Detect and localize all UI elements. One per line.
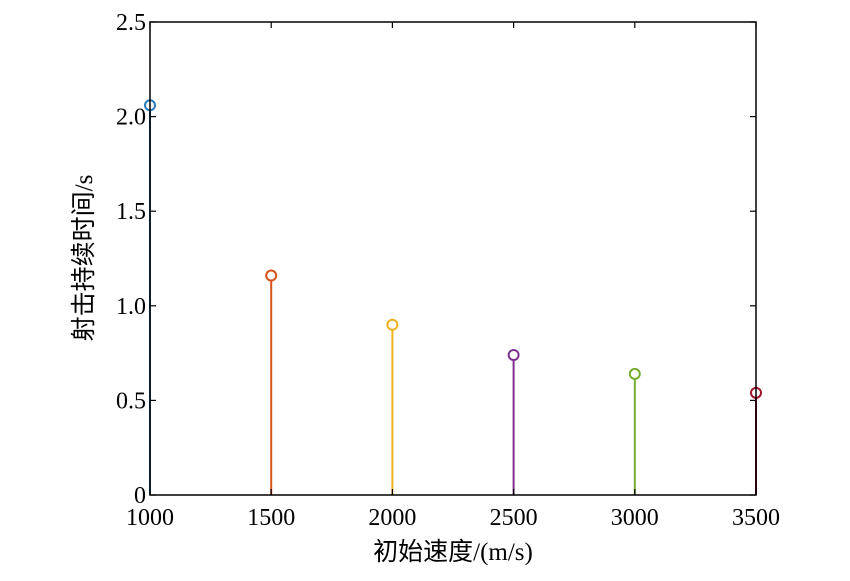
- stem-point: [628, 367, 641, 495]
- x-tick-label: 1500: [247, 505, 295, 531]
- y-tick-label: 0: [134, 483, 146, 509]
- stem-marker: [386, 318, 399, 331]
- y-axis-title: 射击持续时间/s: [70, 175, 98, 342]
- y-axis: 0 0.5 1.0 1.5 2.0 2.5: [116, 10, 756, 509]
- x-axis: 1000 1500 2000 2500 3000 3500: [126, 22, 780, 531]
- stem-point: [265, 269, 278, 495]
- stem-marker: [628, 367, 641, 380]
- stem-marker: [507, 348, 520, 361]
- y-tick-label: 0.5: [116, 388, 146, 414]
- plot-area-frame: [149, 21, 757, 496]
- x-tick-label: 2500: [490, 505, 538, 531]
- y-tick-label: 1.5: [116, 199, 146, 225]
- y-tick-label: 1.0: [116, 294, 146, 320]
- stem-point: [507, 348, 520, 495]
- y-tick-label: 2.5: [116, 10, 146, 36]
- stem-series: [144, 99, 762, 495]
- y-tick-label: 2.0: [116, 105, 146, 131]
- x-tick-label: 3000: [611, 505, 659, 531]
- stem-marker: [265, 269, 278, 282]
- x-axis-title: 初始速度/(m/s): [373, 538, 533, 566]
- x-tick-label: 2000: [368, 505, 416, 531]
- x-tick-label: 1000: [126, 505, 174, 531]
- x-tick-label: 3500: [732, 505, 780, 531]
- stem-point: [386, 318, 399, 495]
